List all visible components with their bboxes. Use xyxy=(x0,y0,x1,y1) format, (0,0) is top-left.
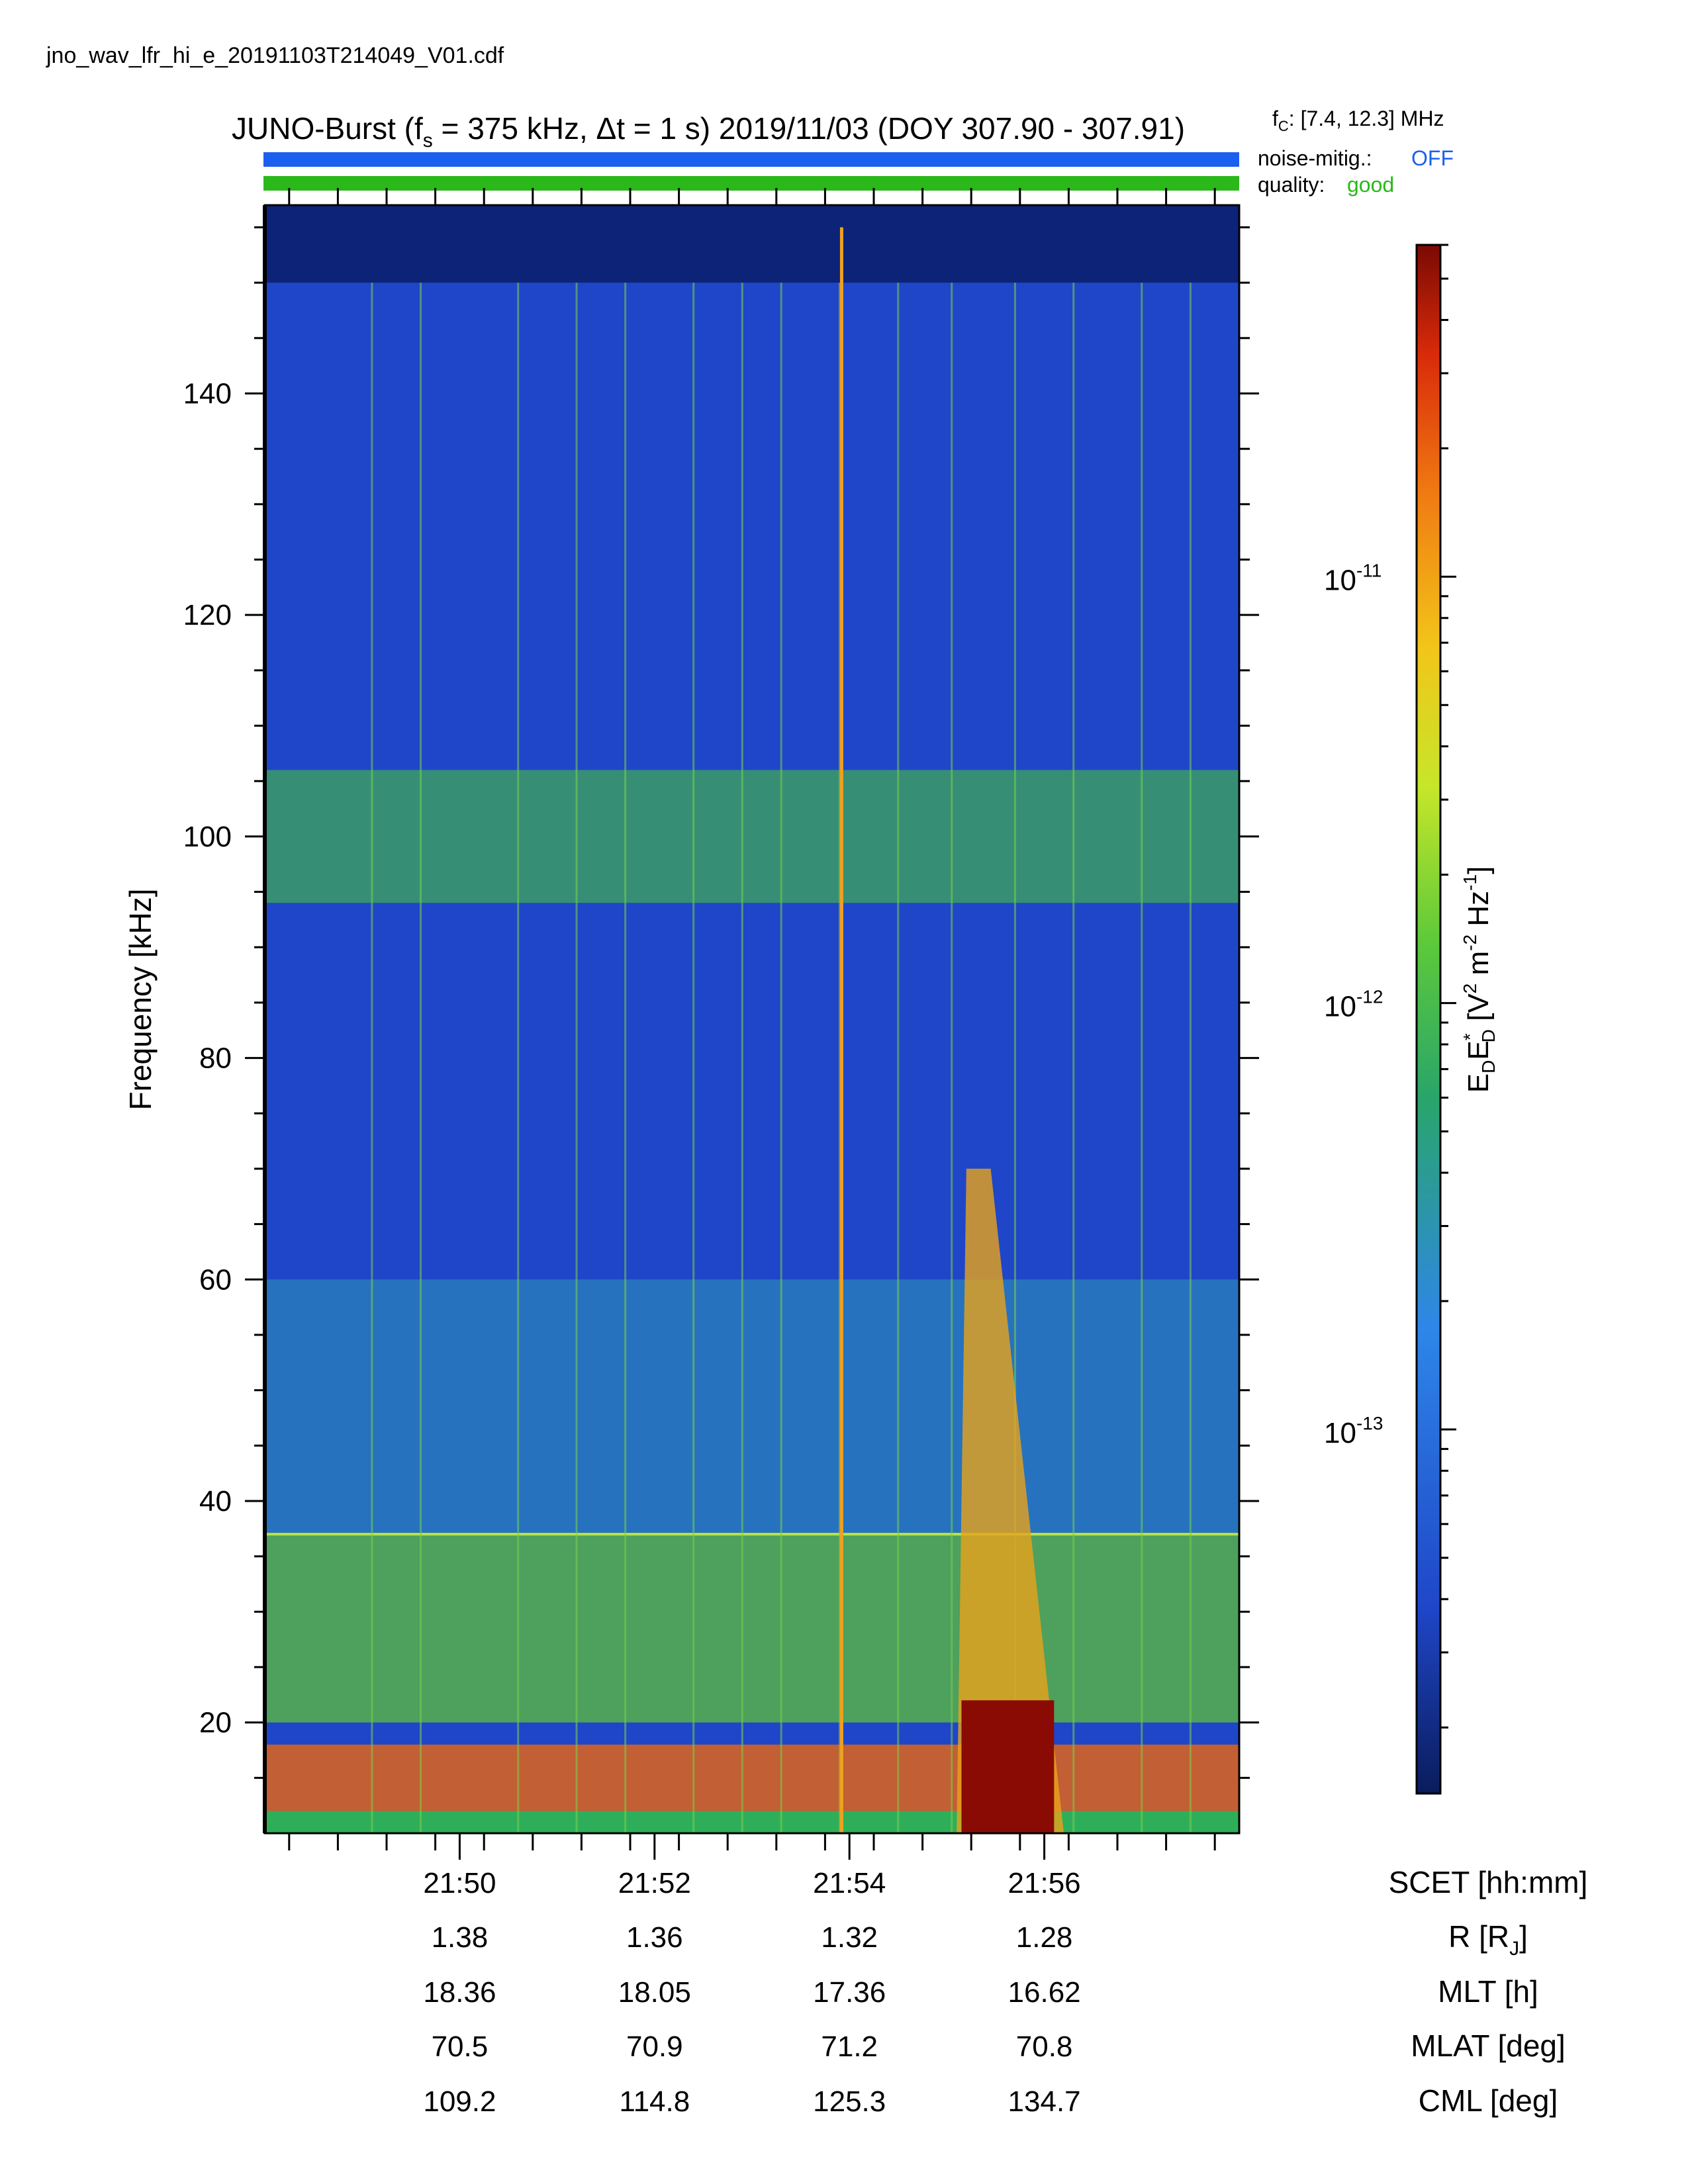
ephemeris-value: 71.2 xyxy=(821,2030,878,2063)
ephemeris-row-label: MLT [h] xyxy=(1438,1974,1538,2009)
colorbar-gradient xyxy=(1415,244,1442,1795)
quality-bar xyxy=(263,176,1239,191)
ephemeris-value: 109.2 xyxy=(423,2085,496,2118)
bottom-edge-band xyxy=(265,1811,1239,1833)
spectrogram-plot xyxy=(263,204,1241,1835)
ephemeris-value: 1.28 xyxy=(1016,1921,1073,1954)
y-tick-label: 100 xyxy=(183,821,232,853)
ephemeris-value: 134.7 xyxy=(1008,2085,1081,2118)
ephemeris-row-label: CML [deg] xyxy=(1419,2083,1558,2118)
ephemeris-value: 70.9 xyxy=(626,2030,683,2063)
ephemeris-value: 18.36 xyxy=(423,1976,496,2009)
ephemeris-row-label: MLAT [deg] xyxy=(1411,2028,1566,2063)
intense-low-band xyxy=(265,1745,1239,1811)
ephemeris-value: 125.3 xyxy=(813,2085,886,2118)
ephemeris-row-label: SCET [hh:mm] xyxy=(1389,1865,1588,1899)
colorbar-tick-label: 10-11 xyxy=(1324,560,1382,596)
ephemeris-table: 21:50 21:52 21:54 21:56 SCET [hh:mm] 1.38 1.36… xyxy=(423,1865,1587,2118)
ephemeris-value: 21:54 xyxy=(813,1867,886,1899)
ephemeris-value: 21:50 xyxy=(423,1867,496,1899)
quality-label: quality: xyxy=(1258,173,1325,197)
quality-value: good xyxy=(1347,173,1394,197)
colorbar-label: EDE*D [V2 m-2 Hz-1] xyxy=(1460,866,1499,1093)
y-tick-label: 80 xyxy=(199,1042,232,1075)
noise-mitigation-label: noise-mitig.: xyxy=(1258,146,1372,170)
ephemeris-value: 21:52 xyxy=(618,1867,691,1899)
ephemeris-value: 1.36 xyxy=(626,1921,683,1954)
colorbar-tick-label: 10-12 xyxy=(1324,987,1383,1023)
ephemeris-value: 17.36 xyxy=(813,1976,886,2009)
ephemeris-value: 114.8 xyxy=(619,2085,690,2118)
ephemeris-value: 70.5 xyxy=(432,2030,489,2063)
broadband-burst-core xyxy=(961,1700,1055,1833)
file-name: jno_wav_lfr_hi_e_20191103T214049_V01.cdf xyxy=(46,43,504,68)
ephemeris-value: 70.8 xyxy=(1016,2030,1073,2063)
fc-label: fC: [7.4, 12.3] MHz xyxy=(1272,107,1444,134)
ephemeris-row-label: R [RJ] xyxy=(1448,1919,1528,1960)
y-tick-label: 120 xyxy=(183,599,232,631)
noise-mitigation-bar xyxy=(263,152,1239,167)
colorbar: 10-11 10-12 10-13 EDE*D [V2 m-2 Hz-1] xyxy=(1324,244,1499,1795)
y-tick-label: 60 xyxy=(199,1263,232,1296)
y-tick-label: 20 xyxy=(199,1707,232,1739)
top-dark-band xyxy=(265,205,1239,283)
y-tick-label: 40 xyxy=(199,1485,232,1518)
colorbar-tick-label: 10-13 xyxy=(1324,1413,1383,1449)
ephemeris-value: 21:56 xyxy=(1008,1867,1081,1899)
noise-mitigation-value: OFF xyxy=(1411,146,1454,170)
y-axis-label: Frequency [kHz] xyxy=(123,889,158,1111)
emission-band-100khz xyxy=(265,770,1239,903)
low-frequency-band xyxy=(265,1534,1239,1723)
ephemeris-value: 18.05 xyxy=(618,1976,691,2009)
chart-title: JUNO-Burst (fs = 375 kHz, Δt = 1 s) 2019… xyxy=(232,111,1185,152)
y-tick-label: 140 xyxy=(183,377,232,410)
ephemeris-value: 1.32 xyxy=(821,1921,878,1954)
broadband-burst xyxy=(957,1168,1064,1833)
mid-frequency-band xyxy=(265,1279,1239,1535)
ephemeris-value: 16.62 xyxy=(1008,1976,1081,2009)
ephemeris-value: 1.38 xyxy=(432,1921,489,1954)
